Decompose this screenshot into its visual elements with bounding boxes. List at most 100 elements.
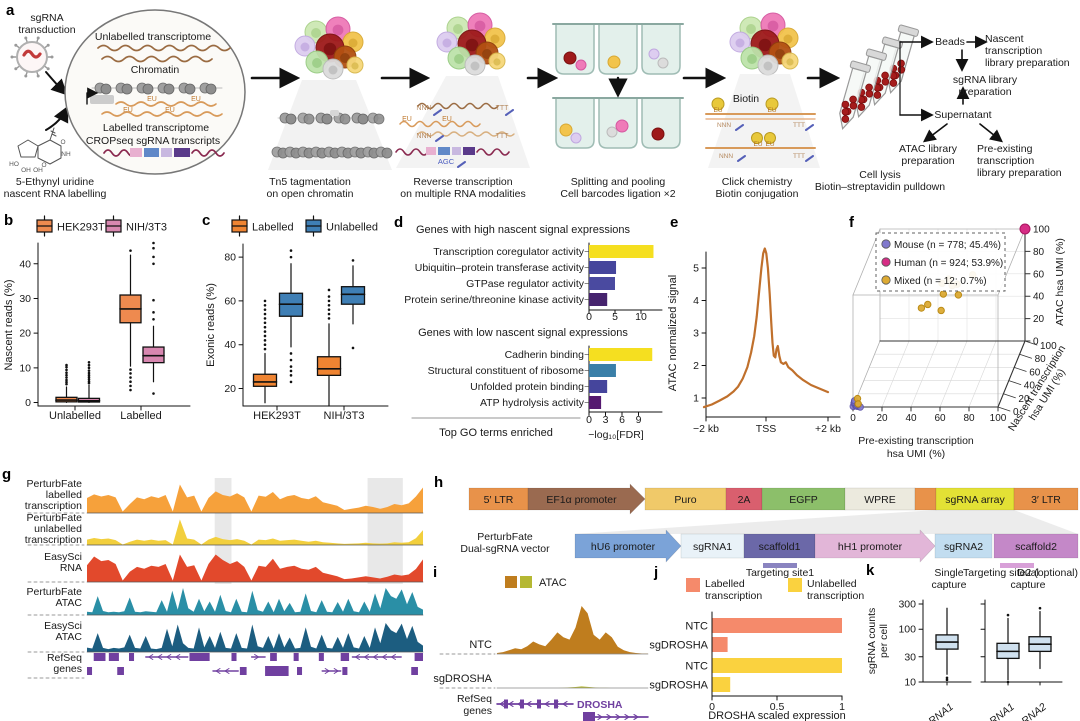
go-bar [589, 348, 653, 361]
x-axis-label: hsa UMI (%) [887, 448, 945, 460]
mixed-point [954, 291, 963, 299]
x-tick: 40 [905, 413, 917, 424]
gene-box [189, 653, 210, 661]
go-term-label: Unfolded protein binding [470, 381, 584, 393]
eu-label: EU [191, 96, 201, 103]
go-term-label: Transcription coregulator activity [433, 246, 585, 258]
path [544, 701, 550, 707]
rect [252, 373, 278, 387]
x-tick: +2 kb [815, 423, 841, 435]
x-tick: 0 [709, 701, 715, 713]
ttt-label: TTT [496, 105, 510, 112]
track-label: ATAC [56, 631, 83, 643]
signal-track [497, 686, 648, 688]
line [1008, 380, 1022, 386]
x-tick: TSS [756, 423, 776, 435]
x-axis-label: DROSHA scaled expression [708, 710, 846, 721]
dot [65, 368, 68, 372]
dot [1038, 606, 1042, 610]
y-tick: 4 [693, 295, 699, 307]
dot [575, 59, 587, 71]
path [175, 654, 181, 660]
beads-label: Beads [935, 36, 965, 48]
dot [87, 361, 91, 364]
vector-segment-label: 5′ LTR [484, 494, 514, 506]
line [997, 340, 1026, 408]
dot [129, 388, 132, 392]
targeting-site1-label: Targeting site1 [746, 567, 814, 579]
bar-label: NTC [685, 621, 708, 633]
mixed-point [854, 400, 862, 408]
path [17, 139, 39, 158]
atac-signal-line [702, 247, 830, 409]
dot [751, 132, 763, 144]
virus-icon [16, 41, 48, 73]
gene-box [265, 666, 289, 676]
panel-d-label: d [394, 214, 404, 231]
y-tick: 2 [693, 360, 699, 372]
cell-nucleus [786, 58, 794, 66]
dot [36, 74, 40, 78]
dot [129, 368, 132, 371]
panel-c-label: c [202, 212, 211, 229]
path [333, 668, 339, 674]
go-term-label: GTPase regulator activity [466, 278, 585, 290]
x-tick: 5 [612, 311, 618, 323]
go-bar [589, 277, 615, 290]
dual-capture-title: Dual capture [1010, 567, 1046, 592]
z-tick: 100 [1033, 225, 1050, 236]
go-term-label: ATP hydrolysis activity [480, 397, 585, 409]
biotin-label: Biotin [732, 93, 760, 105]
nucleosome [321, 113, 333, 125]
dot [657, 57, 669, 69]
rna-wave [417, 102, 499, 110]
track-label: PerturbFate [27, 512, 83, 524]
vector-segment [574, 529, 682, 563]
cell-schematic-circle [64, 9, 246, 175]
line [51, 133, 57, 137]
y-tick: 20 [224, 383, 236, 395]
gene-box [270, 653, 277, 661]
vector-segment-label: sgRNA1 [693, 541, 732, 553]
path [499, 701, 505, 707]
panel-b: HEK293T NIH/3T3 Nascent reads (%) 0 10 20 30 40… [3, 215, 191, 422]
chromatin-label: Chromatin [130, 64, 180, 76]
vector-segment-label: Puro [674, 494, 696, 506]
legend-label: Mixed (n = 12; 0.7%) [894, 276, 987, 287]
gene-box [537, 699, 541, 709]
rt-primer [805, 124, 814, 131]
rna-wave [97, 44, 231, 52]
path [22, 49, 42, 59]
unlabelled-transcriptome-label: Unlabelled transcriptome [94, 31, 212, 43]
legend-label: transcription [807, 590, 864, 602]
rna-wave [191, 149, 225, 157]
expression-bar [712, 618, 842, 633]
nucleosome [100, 83, 112, 95]
dot [46, 43, 50, 47]
rect [340, 286, 366, 305]
well [555, 23, 595, 75]
dot [765, 97, 779, 111]
vector-segment [1013, 487, 1079, 511]
legend-dot [881, 239, 891, 249]
caption-splitting-pooling: Splitting and pooling Cell barcodes liga… [560, 176, 676, 201]
nnn-label: NNN [416, 105, 431, 112]
x-tick: 80 [963, 413, 975, 424]
gene-box [554, 699, 558, 709]
zoom-trapezoid [575, 510, 1078, 534]
path [215, 668, 221, 674]
dot [289, 374, 293, 377]
z-axis-label: ATAC hsa UMI (%) [1054, 238, 1066, 326]
dot [351, 346, 355, 350]
dot [65, 376, 68, 379]
y-tick: 80 [224, 252, 236, 264]
rna-wave [115, 101, 217, 107]
y-tick: 100 [898, 624, 916, 636]
eu-label: EU [147, 96, 157, 103]
eu-label: EU [402, 116, 412, 123]
nucleosome [357, 113, 369, 125]
nucleosome [205, 83, 217, 95]
dot [263, 325, 267, 329]
dot [129, 249, 132, 252]
dot [14, 43, 18, 47]
